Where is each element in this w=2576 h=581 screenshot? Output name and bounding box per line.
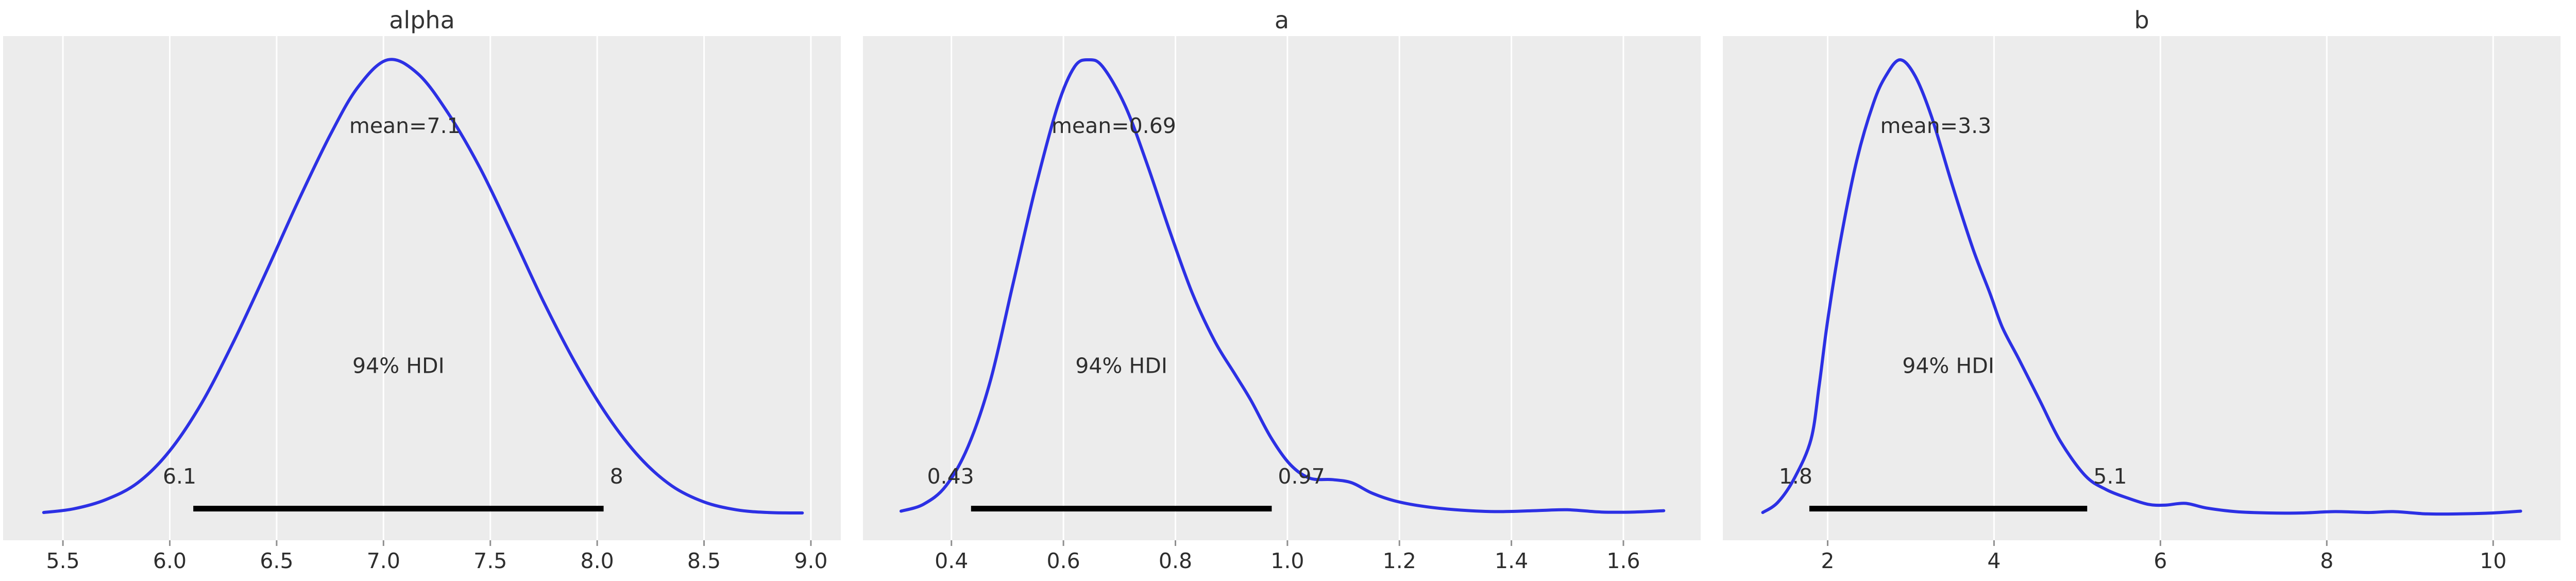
hdi-interval-label: 94% HDI [1075, 354, 1167, 378]
hdi-upper-bound-label: 8 [610, 464, 623, 489]
tick-label: 0.6 [1047, 549, 1080, 573]
panel-title-alpha: alpha [389, 6, 455, 34]
kde-curve [42, 58, 804, 514]
panel-title-a: a [1274, 6, 1290, 34]
hdi-upper-bound-label: 5.1 [2093, 464, 2127, 489]
tick-label: 7.0 [367, 549, 400, 573]
kde-curve [1761, 58, 2522, 516]
hdi-lower-bound-label: 1.8 [1779, 464, 1812, 489]
hdi-lower-bound-label: 0.43 [927, 464, 974, 489]
tick-label: 1.4 [1495, 549, 1528, 573]
tick-label: 1.2 [1383, 549, 1416, 573]
tick-label: 8 [2320, 549, 2333, 573]
tick-label: 8.0 [581, 549, 614, 573]
tick-label: 0.8 [1159, 549, 1192, 573]
mean-label: mean=7.1 [349, 113, 461, 138]
tick-label: 1.6 [1606, 549, 1640, 573]
tick-label: 4 [1987, 549, 2001, 573]
hdi-interval-label: 94% HDI [352, 354, 445, 378]
tick-label: 2 [1821, 549, 1834, 573]
hdi-interval-label: 94% HDI [1902, 354, 1994, 378]
tick-label: 10 [2480, 549, 2506, 573]
kde-curve [899, 58, 1666, 514]
mean-label: mean=0.69 [1052, 113, 1176, 138]
hdi-upper-bound-label: 0.97 [1278, 464, 1325, 489]
tick-label: 5.5 [46, 549, 80, 573]
plot-area [1723, 36, 2561, 540]
tick-label: 8.5 [687, 549, 721, 573]
plot-area [3, 36, 841, 540]
tick-label: 0.4 [935, 549, 968, 573]
tick-label: 6.5 [260, 549, 293, 573]
tick-label: 1.0 [1270, 549, 1304, 573]
tick-label: 6 [2154, 549, 2167, 573]
tick-label: 9.0 [794, 549, 827, 573]
panel-title-b: b [2134, 6, 2149, 34]
hdi-lower-bound-label: 6.1 [163, 464, 196, 489]
tick-label: 7.5 [473, 549, 507, 573]
tick-label: 6.0 [153, 549, 187, 573]
mean-label: mean=3.3 [1880, 113, 1991, 138]
